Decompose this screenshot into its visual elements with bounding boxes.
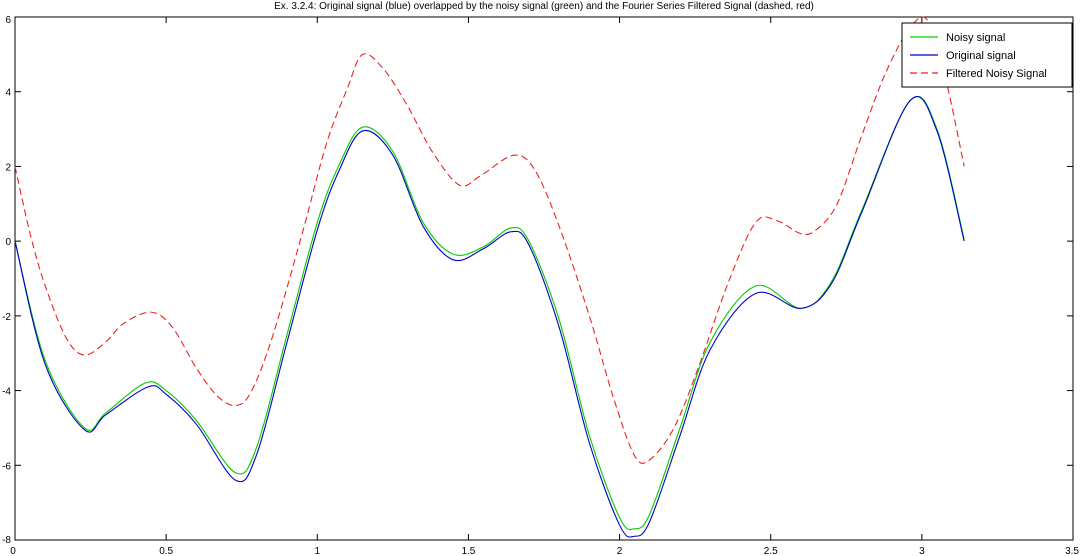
x-tick-label: 2 (617, 546, 623, 556)
x-tick-label: 0.5 (159, 546, 173, 556)
x-tick-label: 2.5 (764, 546, 778, 556)
legend-label: Noisy signal (946, 32, 1005, 44)
y-tick-label: -6 (2, 461, 11, 472)
legend-label: Filtered Noisy Signal (946, 68, 1047, 80)
axis-ticks: 0 0.5 1 1.5 2 2.5 3 3.5 -8 -6 -4 -2 0 2 4 6 (2, 15, 1079, 556)
y-tick-label: 6 (5, 15, 11, 26)
series-line-original-signal (14, 96, 965, 538)
x-tick-label: 1 (315, 546, 321, 556)
y-tick-label: -8 (2, 535, 11, 546)
y-tick-label: 4 (5, 88, 11, 99)
legend-label: Original signal (946, 50, 1016, 62)
plot-area (14, 16, 1074, 541)
x-tick-label: 0 (10, 546, 16, 556)
legend: Noisy signal Original signal Filtered Nois… (901, 22, 1073, 88)
y-tick-label: -2 (2, 312, 11, 323)
series-line-filtered-noisy-signal (14, 16, 965, 464)
y-tick-label: -4 (2, 387, 11, 398)
y-tick-label: 0 (5, 237, 11, 248)
x-tick-label: 3 (919, 546, 925, 556)
chart-title: Ex. 3.2.4: Original signal (blue) overla… (274, 1, 814, 12)
x-tick-label: 1.5 (461, 546, 475, 556)
x-tick-label: 3.5 (1065, 546, 1079, 556)
series-layer (14, 16, 965, 538)
y-tick-label: 2 (5, 162, 11, 173)
